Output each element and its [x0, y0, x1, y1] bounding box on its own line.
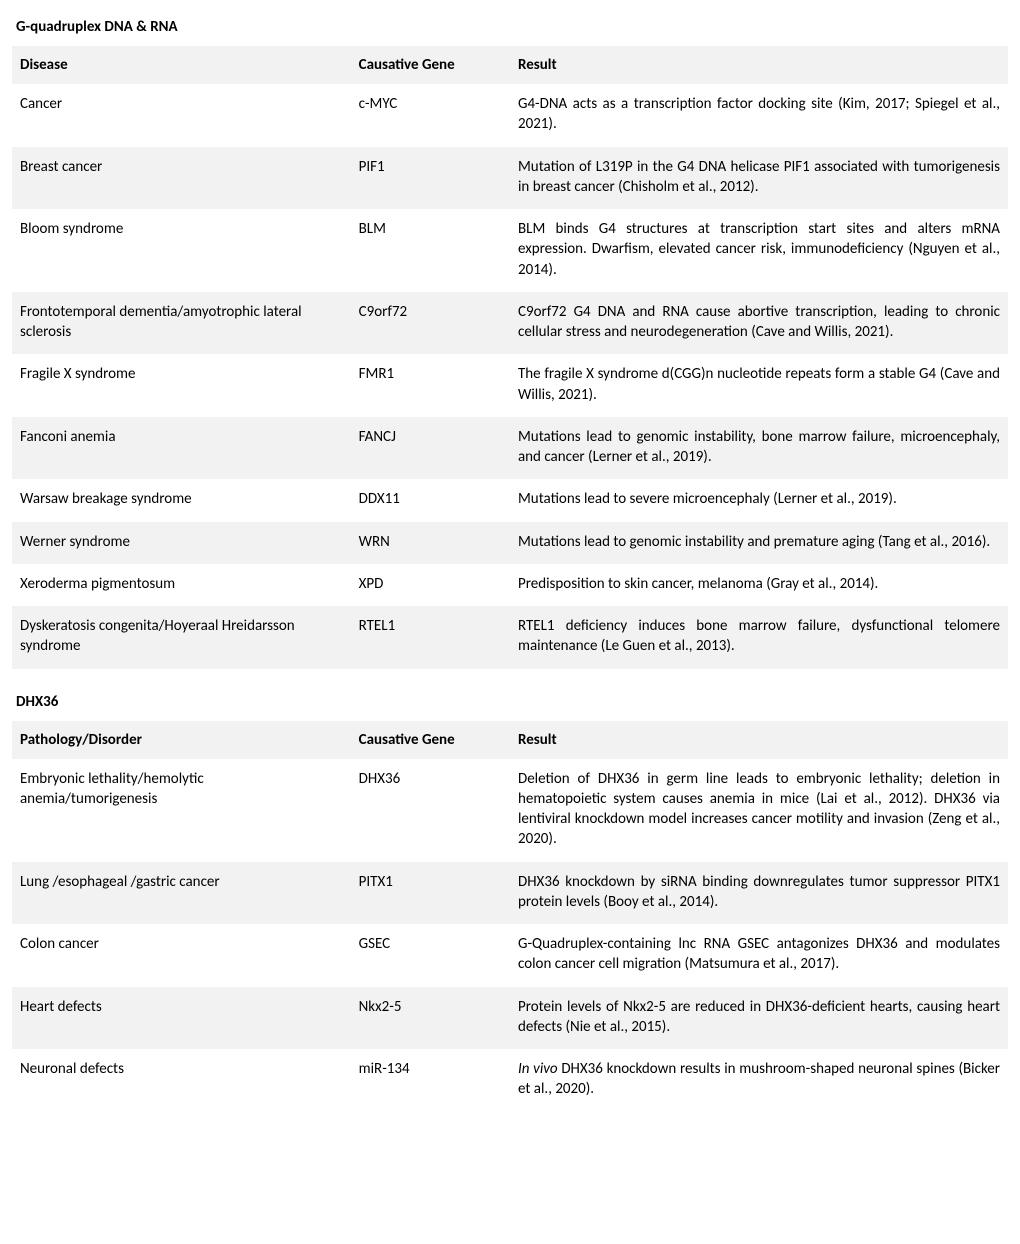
table-row: Fragile X syndromeFMR1The fragile X synd…: [12, 354, 1008, 417]
result-cell: G4-DNA acts as a transcription factor do…: [510, 84, 1008, 147]
disease-cell: Dyskeratosis congenita/Hoyeraal Hreidars…: [12, 606, 351, 669]
gene-cell: BLM: [351, 209, 510, 292]
table-row: Neuronal defectsmiR-134In vivo DHX36 kno…: [12, 1049, 1008, 1112]
data-table: DiseaseCausative GeneResultCancerc-MYCG4…: [12, 46, 1008, 669]
disease-cell: Bloom syndrome: [12, 209, 351, 292]
disease-cell: Embryonic lethality/hemolytic anemia/tum…: [12, 759, 351, 862]
gene-cell: DDX11: [351, 479, 510, 521]
table-row: Heart defectsNkx2-5Protein levels of Nkx…: [12, 987, 1008, 1050]
result-cell: G-Quadruplex-containing lnc RNA GSEC ant…: [510, 924, 1008, 987]
column-header: Result: [510, 46, 1008, 84]
section-title: G-quadruplex DNA & RNA: [16, 18, 1008, 36]
table-row: Colon cancerGSECG-Quadruplex-containing …: [12, 924, 1008, 987]
result-cell: The fragile X syndrome d(CGG)n nucleotid…: [510, 354, 1008, 417]
table-row: Dyskeratosis congenita/Hoyeraal Hreidars…: [12, 606, 1008, 669]
table-row: Werner syndromeWRNMutations lead to geno…: [12, 522, 1008, 564]
disease-cell: Frontotemporal dementia/amyotrophic late…: [12, 292, 351, 355]
disease-cell: Breast cancer: [12, 147, 351, 210]
gene-cell: PIF1: [351, 147, 510, 210]
table-row: Xeroderma pigmentosumXPDPredisposition t…: [12, 564, 1008, 606]
gene-cell: WRN: [351, 522, 510, 564]
disease-cell: Werner syndrome: [12, 522, 351, 564]
table-row: Lung /esophageal /gastric cancerPITX1DHX…: [12, 862, 1008, 925]
result-cell: Protein levels of Nkx2-5 are reduced in …: [510, 987, 1008, 1050]
result-cell: Mutation of L319P in the G4 DNA helicase…: [510, 147, 1008, 210]
disease-cell: Heart defects: [12, 987, 351, 1050]
result-cell: Predisposition to skin cancer, melanoma …: [510, 564, 1008, 606]
disease-cell: Colon cancer: [12, 924, 351, 987]
section-title: DHX36: [16, 693, 1008, 711]
result-cell: Mutations lead to genomic instability, b…: [510, 417, 1008, 480]
column-header: Result: [510, 721, 1008, 759]
disease-cell: Lung /esophageal /gastric cancer: [12, 862, 351, 925]
disease-cell: Warsaw breakage syndrome: [12, 479, 351, 521]
gene-cell: RTEL1: [351, 606, 510, 669]
gene-cell: miR-134: [351, 1049, 510, 1112]
gene-cell: DHX36: [351, 759, 510, 862]
table-row: Embryonic lethality/hemolytic anemia/tum…: [12, 759, 1008, 862]
disease-cell: Xeroderma pigmentosum: [12, 564, 351, 606]
column-header: Disease: [12, 46, 351, 84]
gene-cell: FANCJ: [351, 417, 510, 480]
result-cell: DHX36 knockdown by siRNA binding downreg…: [510, 862, 1008, 925]
table-row: Cancerc-MYCG4-DNA acts as a transcriptio…: [12, 84, 1008, 147]
gene-cell: GSEC: [351, 924, 510, 987]
gene-cell: c-MYC: [351, 84, 510, 147]
disease-cell: Fanconi anemia: [12, 417, 351, 480]
result-cell: RTEL1 deficiency induces bone marrow fai…: [510, 606, 1008, 669]
result-cell: BLM binds G4 structures at transcription…: [510, 209, 1008, 292]
disease-cell: Neuronal defects: [12, 1049, 351, 1112]
result-cell: C9orf72 G4 DNA and RNA cause abortive tr…: [510, 292, 1008, 355]
gene-cell: Nkx2-5: [351, 987, 510, 1050]
table-row: Fanconi anemiaFANCJMutations lead to gen…: [12, 417, 1008, 480]
result-cell: In vivo DHX36 knockdown results in mushr…: [510, 1049, 1008, 1112]
gene-cell: XPD: [351, 564, 510, 606]
result-cell: Deletion of DHX36 in germ line leads to …: [510, 759, 1008, 862]
column-header: Causative Gene: [351, 721, 510, 759]
gene-cell: C9orf72: [351, 292, 510, 355]
gene-cell: PITX1: [351, 862, 510, 925]
disease-cell: Cancer: [12, 84, 351, 147]
table-row: Bloom syndromeBLMBLM binds G4 structures…: [12, 209, 1008, 292]
table-row: Frontotemporal dementia/amyotrophic late…: [12, 292, 1008, 355]
column-header: Causative Gene: [351, 46, 510, 84]
result-cell: Mutations lead to genomic instability an…: [510, 522, 1008, 564]
result-cell: Mutations lead to severe microencephaly …: [510, 479, 1008, 521]
disease-cell: Fragile X syndrome: [12, 354, 351, 417]
table-row: Warsaw breakage syndromeDDX11Mutations l…: [12, 479, 1008, 521]
column-header: Pathology/Disorder: [12, 721, 351, 759]
data-table: Pathology/DisorderCausative GeneResult Em…: [12, 721, 1008, 1112]
gene-cell: FMR1: [351, 354, 510, 417]
table-row: Breast cancerPIF1Mutation of L319P in th…: [12, 147, 1008, 210]
